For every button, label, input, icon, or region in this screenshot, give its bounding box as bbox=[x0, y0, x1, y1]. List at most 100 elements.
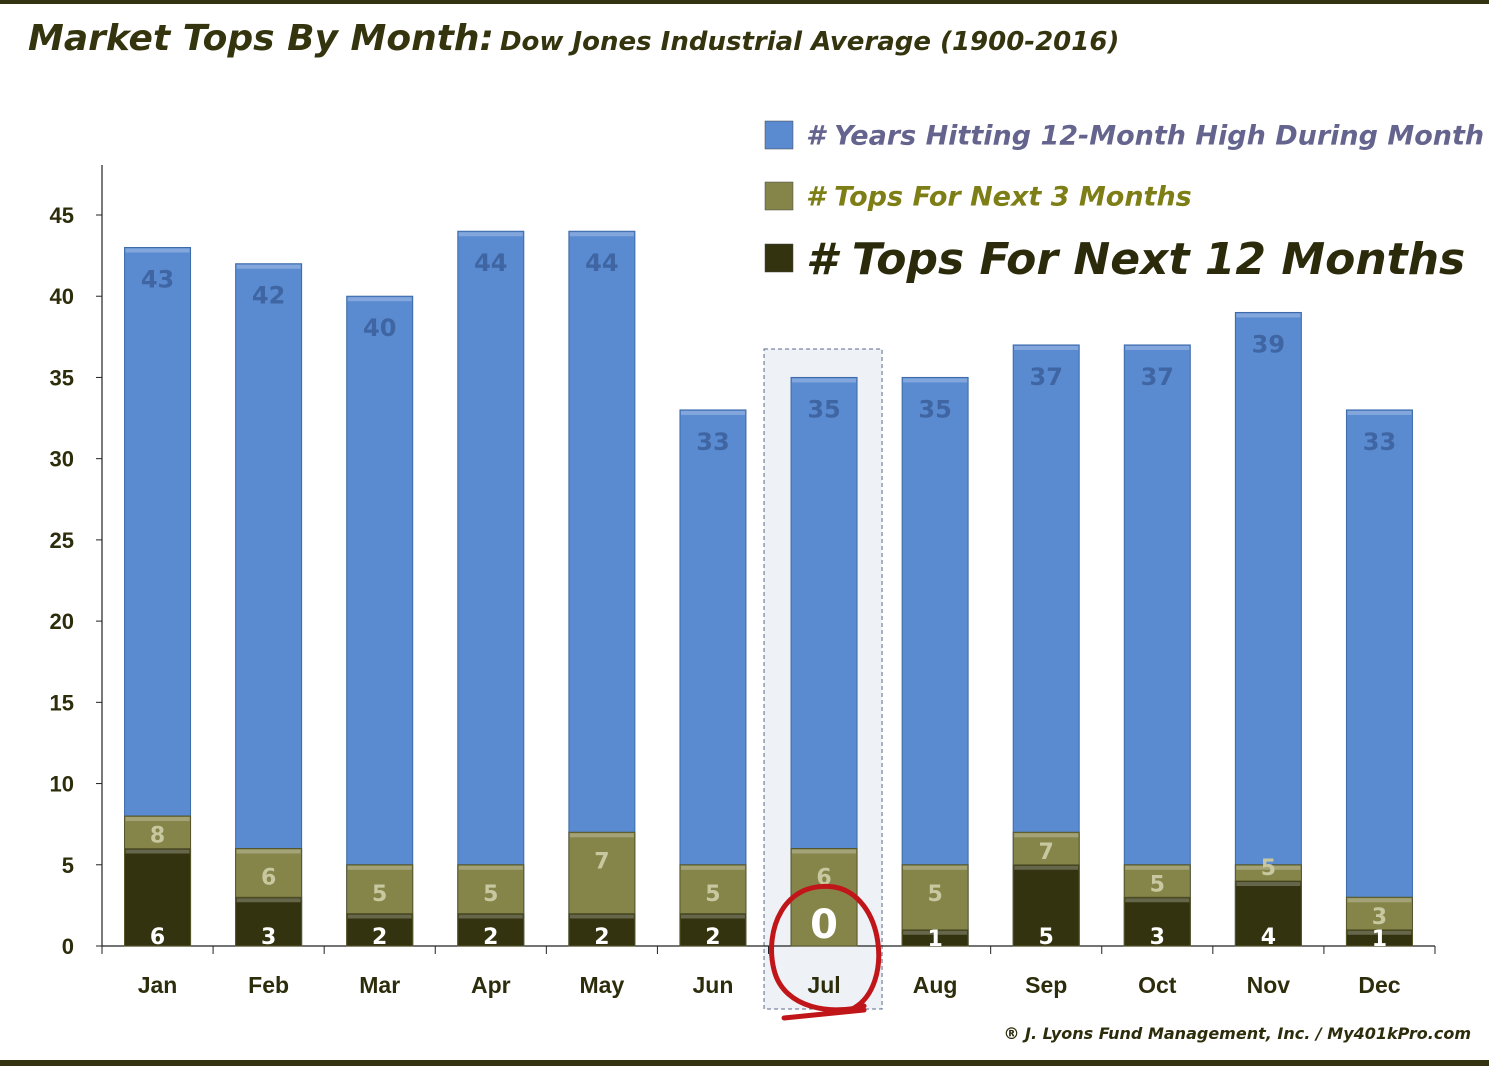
data-label-3m: 5 bbox=[372, 882, 387, 907]
bar-bevel bbox=[236, 849, 301, 854]
title-main: Market Tops By Month: bbox=[28, 18, 494, 59]
bar-bevel bbox=[458, 865, 523, 870]
legend-swatch bbox=[764, 243, 794, 273]
bar-12m bbox=[346, 913, 414, 947]
data-label-3m: 5 bbox=[1261, 856, 1276, 881]
bar-3m bbox=[790, 848, 858, 947]
bar-12m bbox=[568, 913, 636, 947]
bar-high bbox=[901, 376, 969, 947]
bar-high bbox=[568, 230, 636, 947]
bar-bevel bbox=[569, 232, 634, 237]
data-label-high: 42 bbox=[252, 282, 285, 310]
y-tick-label: 20 bbox=[50, 609, 74, 634]
bar-high bbox=[679, 409, 747, 947]
legend-label: # Tops For Next 12 Months bbox=[806, 234, 1465, 285]
chart-title: Market Tops By Month: Dow Jones Industria… bbox=[28, 18, 1119, 59]
bar-bevel bbox=[680, 865, 745, 870]
bar-bevel bbox=[125, 849, 190, 854]
bar-bevel bbox=[1014, 865, 1079, 870]
data-label-3m: 5 bbox=[705, 882, 720, 907]
data-label-12m: 3 bbox=[1150, 925, 1165, 950]
bar-bevel bbox=[125, 248, 190, 253]
data-label-3m: 5 bbox=[1150, 872, 1165, 897]
legend-label: # Tops For Next 3 Months bbox=[806, 182, 1192, 213]
legend-swatch bbox=[764, 181, 794, 211]
bar-bevel bbox=[347, 865, 412, 870]
bar-high bbox=[457, 230, 525, 947]
data-label-12m: 6 bbox=[150, 925, 165, 950]
bar-bevel bbox=[1347, 930, 1412, 935]
title-subtitle: Dow Jones Industrial Average (1900-2016) bbox=[499, 27, 1120, 57]
data-label-12m: 2 bbox=[372, 925, 387, 950]
bar-12m bbox=[679, 913, 747, 947]
bar-12m bbox=[901, 929, 969, 947]
data-label-12m: 5 bbox=[1039, 925, 1054, 950]
bar-12m bbox=[1234, 880, 1302, 947]
bar-bevel bbox=[1125, 345, 1190, 350]
x-tick-label: Oct bbox=[1138, 972, 1177, 998]
bar-bevel bbox=[903, 865, 968, 870]
data-label-high: 35 bbox=[918, 395, 951, 423]
data-label-3m: 6 bbox=[261, 866, 276, 891]
bar-bevel bbox=[347, 297, 412, 302]
data-label-12m: 1 bbox=[1372, 927, 1387, 952]
data-label-12m: 2 bbox=[594, 925, 609, 950]
bar-bevel bbox=[569, 833, 634, 838]
annotation-circle bbox=[769, 883, 882, 1021]
x-tick-label: Aug bbox=[913, 972, 958, 998]
data-label-3m: 7 bbox=[1039, 840, 1054, 865]
y-tick-label: 25 bbox=[50, 528, 74, 553]
data-label-high: 37 bbox=[1141, 363, 1174, 391]
bar-bevel bbox=[1347, 898, 1412, 903]
x-tick-label: Feb bbox=[248, 972, 289, 998]
bar-bevel bbox=[1014, 345, 1079, 350]
data-label-12m: 2 bbox=[483, 925, 498, 950]
x-tick-label: Jan bbox=[138, 972, 178, 998]
bar-bevel bbox=[1125, 898, 1190, 903]
bar-high bbox=[235, 263, 303, 947]
bar-12m bbox=[124, 848, 192, 947]
bar-bevel bbox=[903, 378, 968, 383]
x-tick-label: Jul bbox=[807, 972, 840, 998]
data-label-3m: 7 bbox=[594, 849, 609, 874]
y-tick-label: 10 bbox=[50, 772, 74, 797]
bar-12m bbox=[1123, 896, 1191, 947]
top-rule bbox=[0, 0, 1489, 4]
x-tick-label: Nov bbox=[1247, 972, 1291, 998]
bar-high bbox=[1234, 311, 1302, 947]
bar-bevel bbox=[569, 914, 634, 919]
data-label-high: 33 bbox=[696, 428, 729, 456]
bar-12m bbox=[457, 913, 525, 947]
bar-bevel bbox=[458, 914, 523, 919]
data-label-high: 40 bbox=[363, 314, 396, 342]
data-label-3m: 8 bbox=[150, 824, 165, 849]
bar-high bbox=[1345, 409, 1413, 947]
bar-bevel bbox=[792, 378, 857, 383]
data-label-high: 43 bbox=[141, 265, 174, 293]
bar-bevel bbox=[1236, 313, 1301, 318]
data-label-12m: 0 bbox=[810, 902, 838, 948]
legend-swatch bbox=[764, 120, 794, 150]
y-tick-label: 40 bbox=[50, 284, 74, 309]
y-tick-label: 5 bbox=[62, 853, 74, 878]
bar-bevel bbox=[792, 849, 857, 854]
bar-bevel bbox=[680, 914, 745, 919]
data-label-3m: 3 bbox=[1372, 905, 1387, 930]
bar-bevel bbox=[903, 930, 968, 935]
credit: ® J. Lyons Fund Management, Inc. / My401… bbox=[1003, 1024, 1471, 1043]
data-label-12m: 1 bbox=[927, 927, 942, 952]
legend-label: # Years Hitting 12-Month High During Mon… bbox=[806, 121, 1484, 152]
bar-bevel bbox=[458, 232, 523, 237]
bar-high bbox=[1123, 344, 1191, 947]
bar-12m bbox=[1012, 864, 1080, 947]
data-label-high: 37 bbox=[1030, 363, 1063, 391]
data-label-12m: 4 bbox=[1261, 925, 1276, 950]
bar-bevel bbox=[236, 898, 301, 903]
data-label-12m: 2 bbox=[705, 925, 720, 950]
data-label-12m: 3 bbox=[261, 925, 276, 950]
x-tick-label: Apr bbox=[471, 972, 511, 998]
bar-12m bbox=[1345, 929, 1413, 947]
y-tick-label: 45 bbox=[50, 203, 74, 228]
bottom-rule bbox=[0, 1060, 1489, 1066]
